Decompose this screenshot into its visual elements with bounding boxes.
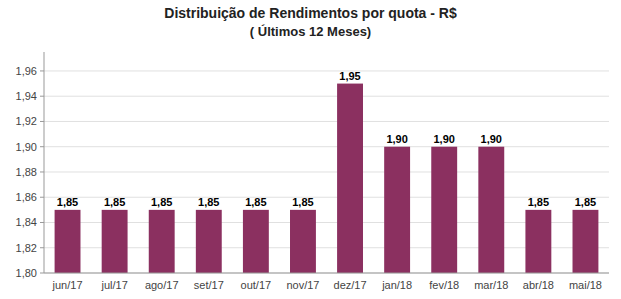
data-label: 1,90 [386, 133, 407, 145]
data-label: 1,85 [528, 196, 549, 208]
x-tick-label: jun/17 [52, 279, 83, 291]
y-tick-label: 1,92 [16, 115, 37, 127]
y-tick-label: 1,90 [16, 141, 37, 153]
y-tick-label: 1,88 [16, 166, 37, 178]
chart: Distribuição de Rendimentos por quota - … [0, 0, 621, 299]
data-label: 1,85 [151, 196, 172, 208]
bar [525, 210, 551, 273]
x-tick-label: out/17 [241, 279, 272, 291]
bar [431, 147, 457, 273]
grid-line [44, 171, 609, 172]
data-label: 1,85 [57, 196, 78, 208]
bar [478, 147, 504, 273]
grid-line [44, 273, 609, 274]
bars [55, 84, 599, 273]
y-tick [40, 247, 44, 248]
bar [196, 210, 222, 273]
y-tick [40, 171, 44, 172]
x-axis-line [44, 273, 609, 274]
x-tick-label: mai/18 [569, 279, 602, 291]
y-tick [40, 121, 44, 122]
title: Distribuição de Rendimentos por quota - … [164, 5, 457, 21]
x-tick-label: mar/18 [474, 279, 508, 291]
y-axis-line [44, 52, 45, 273]
grid-line [44, 247, 609, 248]
y-tick [40, 146, 44, 147]
grid-line [44, 197, 609, 198]
grid-line [44, 222, 609, 223]
y-tick-label: 1,82 [16, 242, 37, 254]
x-tick-label: ago/17 [145, 279, 179, 291]
data-label: 1,95 [339, 70, 360, 82]
y-tick [40, 197, 44, 198]
grid-line [44, 96, 609, 97]
bar [384, 147, 410, 273]
x-axis: jun/17 jul/17 ago/17 set/17 out/17 nov/17 dez/… [44, 273, 609, 291]
grid-line [44, 121, 609, 122]
data-label: 1,85 [575, 196, 596, 208]
x-tick-label: fev/18 [429, 279, 459, 291]
x-tick-label: abr/18 [523, 279, 554, 291]
data-label: 1,85 [245, 196, 266, 208]
grid-line [44, 146, 609, 147]
y-axis: 1,80 1,82 1,84 1,86 1,88 1,90 1,92 1,94 1,96 [16, 52, 44, 279]
data-label: 1,85 [198, 196, 219, 208]
y-tick [40, 222, 44, 223]
x-tick-label: jul/17 [100, 279, 127, 291]
grid-line [44, 70, 609, 71]
y-tick [40, 273, 44, 274]
data-label: 1,85 [104, 196, 125, 208]
y-tick-label: 1,80 [16, 267, 37, 279]
grid [44, 71, 609, 273]
y-tick-label: 1,96 [16, 65, 37, 77]
bar [102, 210, 128, 273]
x-tick-label: nov/17 [286, 279, 319, 291]
data-label: 1,90 [481, 133, 502, 145]
data-label: 1,90 [433, 133, 454, 145]
data-labels: 1,85 1,85 1,85 1,85 1,85 1,85 1,95 1,90 1,90 1,90… [57, 70, 596, 208]
bar [149, 210, 175, 273]
y-tick [40, 96, 44, 97]
bar [573, 210, 599, 273]
x-tick-label: dez/17 [334, 279, 367, 291]
y-tick-label: 1,84 [16, 216, 37, 228]
data-label: 1,85 [292, 196, 313, 208]
y-tick [40, 70, 44, 71]
bar [55, 210, 81, 273]
x-tick-label: set/17 [194, 279, 224, 291]
subtitle: ( Últimos 12 Meses) [250, 24, 371, 39]
y-tick-label: 1,86 [16, 191, 37, 203]
bar [290, 210, 316, 273]
bar [243, 210, 269, 273]
x-tick-label: jan/18 [381, 279, 412, 291]
bar [337, 84, 363, 273]
y-tick-label: 1,94 [16, 90, 37, 102]
